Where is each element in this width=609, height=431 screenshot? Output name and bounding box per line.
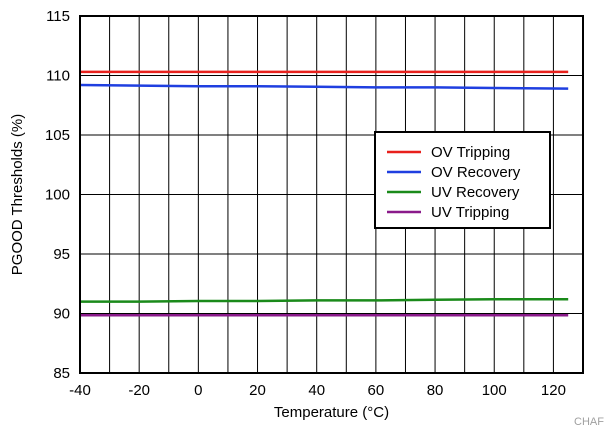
x-tick-labels: -40 -20 0 20 40 60 80 100 120 <box>69 382 566 399</box>
series-lines <box>79 70 569 317</box>
x-tick-label: 40 <box>308 382 325 399</box>
legend: OV Tripping OV Recovery UV Recovery UV Trip… <box>374 131 551 229</box>
plot-frame <box>79 15 584 374</box>
legend-label: UV Tripping <box>431 204 509 221</box>
legend-label: OV Recovery <box>431 164 521 181</box>
watermark-text: CHAF <box>574 416 604 428</box>
x-axis-title: Temperature (°C) <box>274 404 389 421</box>
y-tick-label: 115 <box>46 8 70 25</box>
y-axis-title: PGOOD Thresholds (%) <box>9 114 26 275</box>
y-tick-label: 85 <box>53 365 70 382</box>
y-tick-labels: 85 90 95 100 105 110 115 <box>45 8 70 382</box>
x-tick-label: 60 <box>368 382 385 399</box>
y-tick-label: 90 <box>53 306 70 323</box>
x-tick-label: 20 <box>249 382 266 399</box>
series-line-ov-recovery <box>79 83 569 90</box>
y-tick-label: 105 <box>45 127 70 144</box>
x-tick-label: 0 <box>194 382 202 399</box>
x-tick-label: 80 <box>427 382 444 399</box>
y-tick-label: 95 <box>53 246 70 263</box>
x-tick-label: 120 <box>541 382 566 399</box>
legend-label: UV Recovery <box>431 184 520 201</box>
legend-label: OV Tripping <box>431 144 510 161</box>
x-tick-label: -20 <box>128 382 150 399</box>
x-tick-label: 100 <box>482 382 507 399</box>
x-tick-label: -40 <box>69 382 91 399</box>
series-line-uv-recovery <box>80 297 569 303</box>
y-tick-label: 100 <box>45 187 70 204</box>
y-tick-label: 110 <box>46 68 70 85</box>
